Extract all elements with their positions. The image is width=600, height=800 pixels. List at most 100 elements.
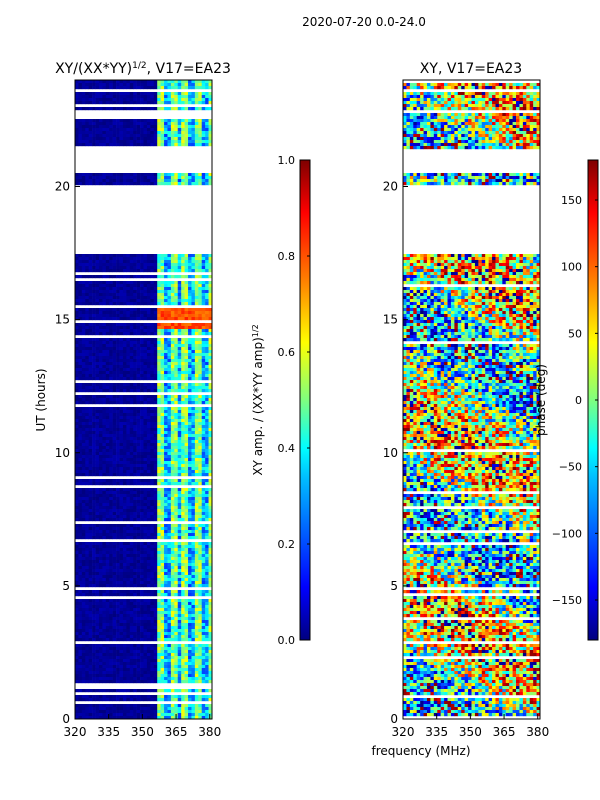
heatmap-cell xyxy=(164,137,168,141)
heatmap-cell xyxy=(170,530,175,534)
heatmap-cell xyxy=(109,323,113,327)
heatmap-cell xyxy=(143,428,148,432)
heatmap-cell xyxy=(102,362,107,366)
heatmap-cell xyxy=(150,431,155,435)
heatmap-cell xyxy=(133,395,137,399)
heatmap-cell xyxy=(75,257,79,261)
heatmap-cell xyxy=(116,425,120,429)
heatmap-cell xyxy=(88,584,93,588)
heatmap-cell xyxy=(136,425,141,429)
heatmap-cell xyxy=(88,467,93,471)
heatmap-cell xyxy=(167,95,172,99)
heatmap-cell xyxy=(167,254,172,258)
heatmap-cell xyxy=(119,347,124,351)
heatmap-cell xyxy=(126,542,131,546)
heatmap-cell xyxy=(122,287,127,291)
heatmap-cell xyxy=(164,257,168,261)
heatmap-cell xyxy=(198,590,203,594)
heatmap-cell xyxy=(194,479,199,483)
heatmap-cell xyxy=(109,287,113,291)
heatmap-cell xyxy=(95,560,100,564)
heatmap-cell xyxy=(92,299,96,303)
heatmap-cell xyxy=(143,299,148,303)
heatmap-cell xyxy=(170,488,175,492)
heatmap-cell xyxy=(198,410,203,414)
heatmap-cell xyxy=(105,80,110,84)
heatmap-cell xyxy=(177,545,182,549)
heatmap-cell xyxy=(143,176,148,180)
heatmap-cell xyxy=(122,125,127,129)
heatmap-cell xyxy=(105,350,110,354)
heatmap-cell xyxy=(129,524,134,528)
heatmap-cell xyxy=(112,284,117,288)
heatmap-cell xyxy=(157,467,161,471)
heatmap-cell xyxy=(153,407,158,411)
heatmap-cell xyxy=(85,302,89,306)
heatmap-cell xyxy=(184,362,189,366)
heatmap-cell xyxy=(201,365,206,369)
heatmap-cell xyxy=(153,281,158,285)
heatmap-cell xyxy=(136,92,141,96)
heatmap-cell xyxy=(122,533,127,537)
heatmap-cell xyxy=(146,347,151,351)
heatmap-cell xyxy=(88,500,93,504)
heatmap-cell xyxy=(164,446,168,450)
heatmap-cell xyxy=(194,590,199,594)
heatmap-cell xyxy=(85,386,89,390)
heatmap-cell xyxy=(105,491,110,495)
heatmap-cell xyxy=(201,518,206,522)
heatmap-cell xyxy=(126,509,131,513)
heatmap-cell xyxy=(75,287,79,291)
heatmap-cell xyxy=(129,533,134,537)
heatmap-cell xyxy=(157,581,161,585)
heatmap-cell xyxy=(150,500,155,504)
heatmap-cell xyxy=(208,452,212,456)
heatmap-cell xyxy=(181,413,185,417)
heatmap-cell xyxy=(136,482,141,486)
heatmap-cell xyxy=(88,554,93,558)
heatmap-cell xyxy=(102,329,107,333)
heatmap-cell xyxy=(116,509,120,513)
heatmap-cell xyxy=(205,395,209,399)
heatmap-cell xyxy=(146,443,151,447)
heatmap-cell xyxy=(170,602,175,606)
heatmap-cell xyxy=(181,458,185,462)
heatmap-cell xyxy=(181,518,185,522)
heatmap-cell xyxy=(98,428,103,432)
heatmap-cell xyxy=(126,503,131,507)
heatmap-cell xyxy=(85,128,89,132)
heatmap-cell xyxy=(109,422,113,426)
heatmap-cell xyxy=(105,590,110,594)
heatmap-cell xyxy=(116,491,120,495)
heatmap-cell xyxy=(81,368,86,372)
heatmap-cell xyxy=(201,338,206,342)
heatmap-cell xyxy=(102,575,107,579)
heatmap-cell xyxy=(105,416,110,420)
heatmap-cell xyxy=(194,290,199,294)
heatmap-cell xyxy=(150,101,155,105)
heatmap-cell xyxy=(191,293,196,297)
heatmap-cell xyxy=(78,257,83,261)
heatmap-cell xyxy=(122,536,127,540)
heatmap-cell xyxy=(201,434,206,438)
heatmap-cell xyxy=(85,428,89,432)
heatmap-cell xyxy=(75,449,79,453)
heatmap-cell xyxy=(198,548,203,552)
heatmap-cell xyxy=(191,257,196,261)
heatmap-cell xyxy=(140,497,144,501)
heatmap-cell xyxy=(170,143,175,147)
heatmap-cell xyxy=(157,368,161,372)
heatmap-cell xyxy=(143,470,148,474)
heatmap-cell xyxy=(109,452,113,456)
heatmap-cell xyxy=(129,449,134,453)
heatmap-cell xyxy=(88,371,93,375)
heatmap-cell xyxy=(201,314,206,318)
heatmap-cell xyxy=(201,95,206,99)
heatmap-cell xyxy=(119,428,124,432)
heatmap-cell xyxy=(126,95,131,99)
heatmap-cell xyxy=(78,341,83,345)
heatmap-cell xyxy=(78,365,83,369)
heatmap-cell xyxy=(174,551,179,555)
heatmap-cell xyxy=(157,515,161,519)
heatmap-cell xyxy=(143,344,148,348)
